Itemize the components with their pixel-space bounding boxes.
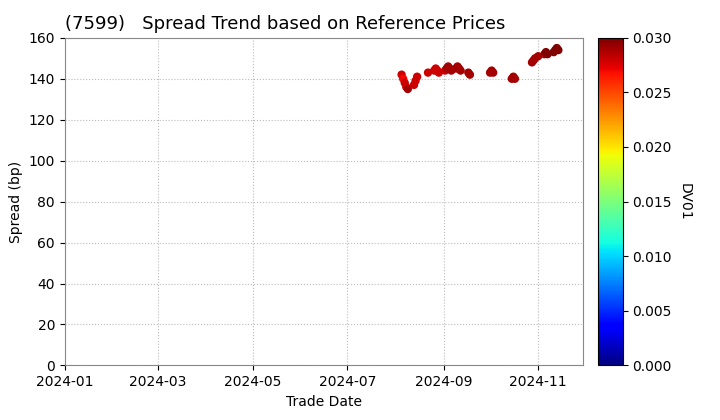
Point bbox=[508, 74, 519, 80]
Point bbox=[487, 69, 499, 76]
Point bbox=[396, 71, 408, 78]
Point bbox=[439, 67, 451, 74]
Point bbox=[446, 67, 457, 74]
Point bbox=[454, 65, 465, 72]
Point bbox=[549, 47, 561, 53]
Point bbox=[506, 75, 518, 82]
Y-axis label: Spread (bp): Spread (bp) bbox=[9, 160, 23, 243]
Point bbox=[540, 49, 552, 55]
Point bbox=[430, 65, 441, 72]
Point bbox=[410, 77, 421, 84]
Point bbox=[486, 67, 498, 74]
Point bbox=[528, 57, 539, 64]
Point bbox=[428, 67, 440, 74]
Point bbox=[539, 51, 550, 58]
Point bbox=[408, 81, 420, 88]
Point bbox=[526, 59, 538, 66]
Point bbox=[464, 71, 476, 78]
Point bbox=[462, 69, 474, 76]
Point bbox=[397, 75, 409, 82]
Y-axis label: DV01: DV01 bbox=[678, 183, 691, 220]
Point bbox=[441, 65, 452, 72]
Point bbox=[442, 63, 454, 70]
Text: (7599)   Spread Trend based on Reference Prices: (7599) Spread Trend based on Reference P… bbox=[65, 16, 505, 34]
X-axis label: Trade Date: Trade Date bbox=[286, 395, 362, 409]
Point bbox=[400, 84, 412, 90]
Point bbox=[411, 74, 423, 80]
Point bbox=[551, 45, 562, 51]
Point bbox=[532, 53, 544, 60]
Point bbox=[399, 79, 410, 86]
Point bbox=[509, 75, 521, 82]
Point bbox=[431, 67, 443, 74]
Point bbox=[548, 49, 559, 55]
Point bbox=[422, 69, 433, 76]
Point bbox=[450, 65, 462, 72]
Point bbox=[529, 55, 541, 62]
Point bbox=[553, 47, 564, 53]
Point bbox=[444, 65, 456, 72]
Point bbox=[541, 51, 553, 58]
Point bbox=[433, 69, 445, 76]
Point bbox=[455, 67, 467, 74]
Point bbox=[402, 86, 413, 92]
Point bbox=[485, 69, 496, 76]
Point bbox=[451, 63, 463, 70]
